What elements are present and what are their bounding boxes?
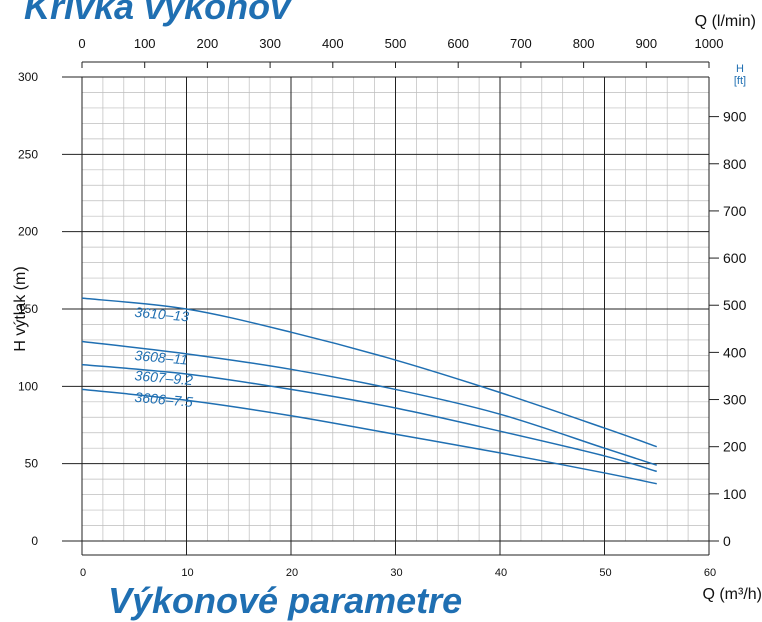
x2-tick-label: 400 bbox=[322, 36, 344, 51]
y2-tick-label: 400 bbox=[723, 344, 747, 360]
x2-axis-title: Q (l/min) bbox=[695, 13, 756, 30]
y2-tick-label: 300 bbox=[723, 392, 747, 408]
chart-heading-top: Krivka výkonov bbox=[24, 0, 291, 27]
y-tick-label: 0 bbox=[31, 534, 38, 548]
x2-tick-label: 800 bbox=[573, 36, 595, 51]
y2-tick-label: 500 bbox=[723, 297, 747, 313]
y-tick-label: 250 bbox=[18, 147, 38, 161]
series-line-1 bbox=[81, 297, 658, 448]
x-tick-label: 0 bbox=[80, 567, 86, 579]
y2-tick-label: 900 bbox=[723, 109, 747, 125]
y2-tick-label: 600 bbox=[723, 250, 747, 266]
y2-tick-label: 0 bbox=[723, 533, 731, 549]
series-label-1: 3610–13 bbox=[134, 304, 190, 325]
x2-tick-label: 700 bbox=[510, 36, 532, 51]
y-axis-title: H výtlak (m) bbox=[12, 266, 29, 351]
y2-axis-title-line1: H bbox=[736, 63, 744, 75]
x2-tick-label: 900 bbox=[635, 36, 657, 51]
x2-tick-label: 0 bbox=[78, 36, 85, 51]
x2-tick-label: 200 bbox=[197, 36, 219, 51]
x2-tick-label: 300 bbox=[259, 36, 281, 51]
y2-tick-label: 100 bbox=[723, 486, 747, 502]
y2-tick-label: 700 bbox=[723, 203, 747, 219]
chart-heading-bottom: Výkonové parametre bbox=[108, 580, 463, 621]
series-label-4: 3606–7.5 bbox=[134, 389, 194, 410]
x-tick-label: 10 bbox=[181, 567, 193, 579]
y-tick-label: 200 bbox=[18, 225, 38, 239]
x2-tick-label: 600 bbox=[447, 36, 469, 51]
x2-tick-label: 1000 bbox=[695, 36, 724, 51]
x2-tick-label: 500 bbox=[385, 36, 407, 51]
y-tick-label: 150 bbox=[18, 302, 38, 316]
series-label-3: 3607–9.2 bbox=[134, 367, 194, 388]
y2-tick-label: 800 bbox=[723, 156, 747, 172]
x-axis-title: Q (m³/h) bbox=[702, 586, 762, 603]
x2-tick-label: 100 bbox=[134, 36, 156, 51]
series-line-2 bbox=[81, 340, 657, 466]
y2-axis-title-line2: [ft] bbox=[734, 75, 746, 87]
series-line-3 bbox=[81, 363, 657, 473]
x-tick-label: 30 bbox=[390, 567, 402, 579]
y2-tick-label: 200 bbox=[723, 439, 747, 455]
series-line-4 bbox=[81, 388, 657, 485]
x-tick-label: 40 bbox=[495, 567, 507, 579]
y-tick-label: 50 bbox=[25, 457, 39, 471]
x-tick-label: 50 bbox=[599, 567, 611, 579]
y-tick-label: 100 bbox=[18, 379, 38, 393]
y-tick-label: 300 bbox=[18, 70, 38, 84]
series-label-2: 3608–11 bbox=[134, 347, 189, 368]
x-tick-label: 20 bbox=[286, 567, 298, 579]
x-tick-label: 60 bbox=[704, 567, 716, 579]
